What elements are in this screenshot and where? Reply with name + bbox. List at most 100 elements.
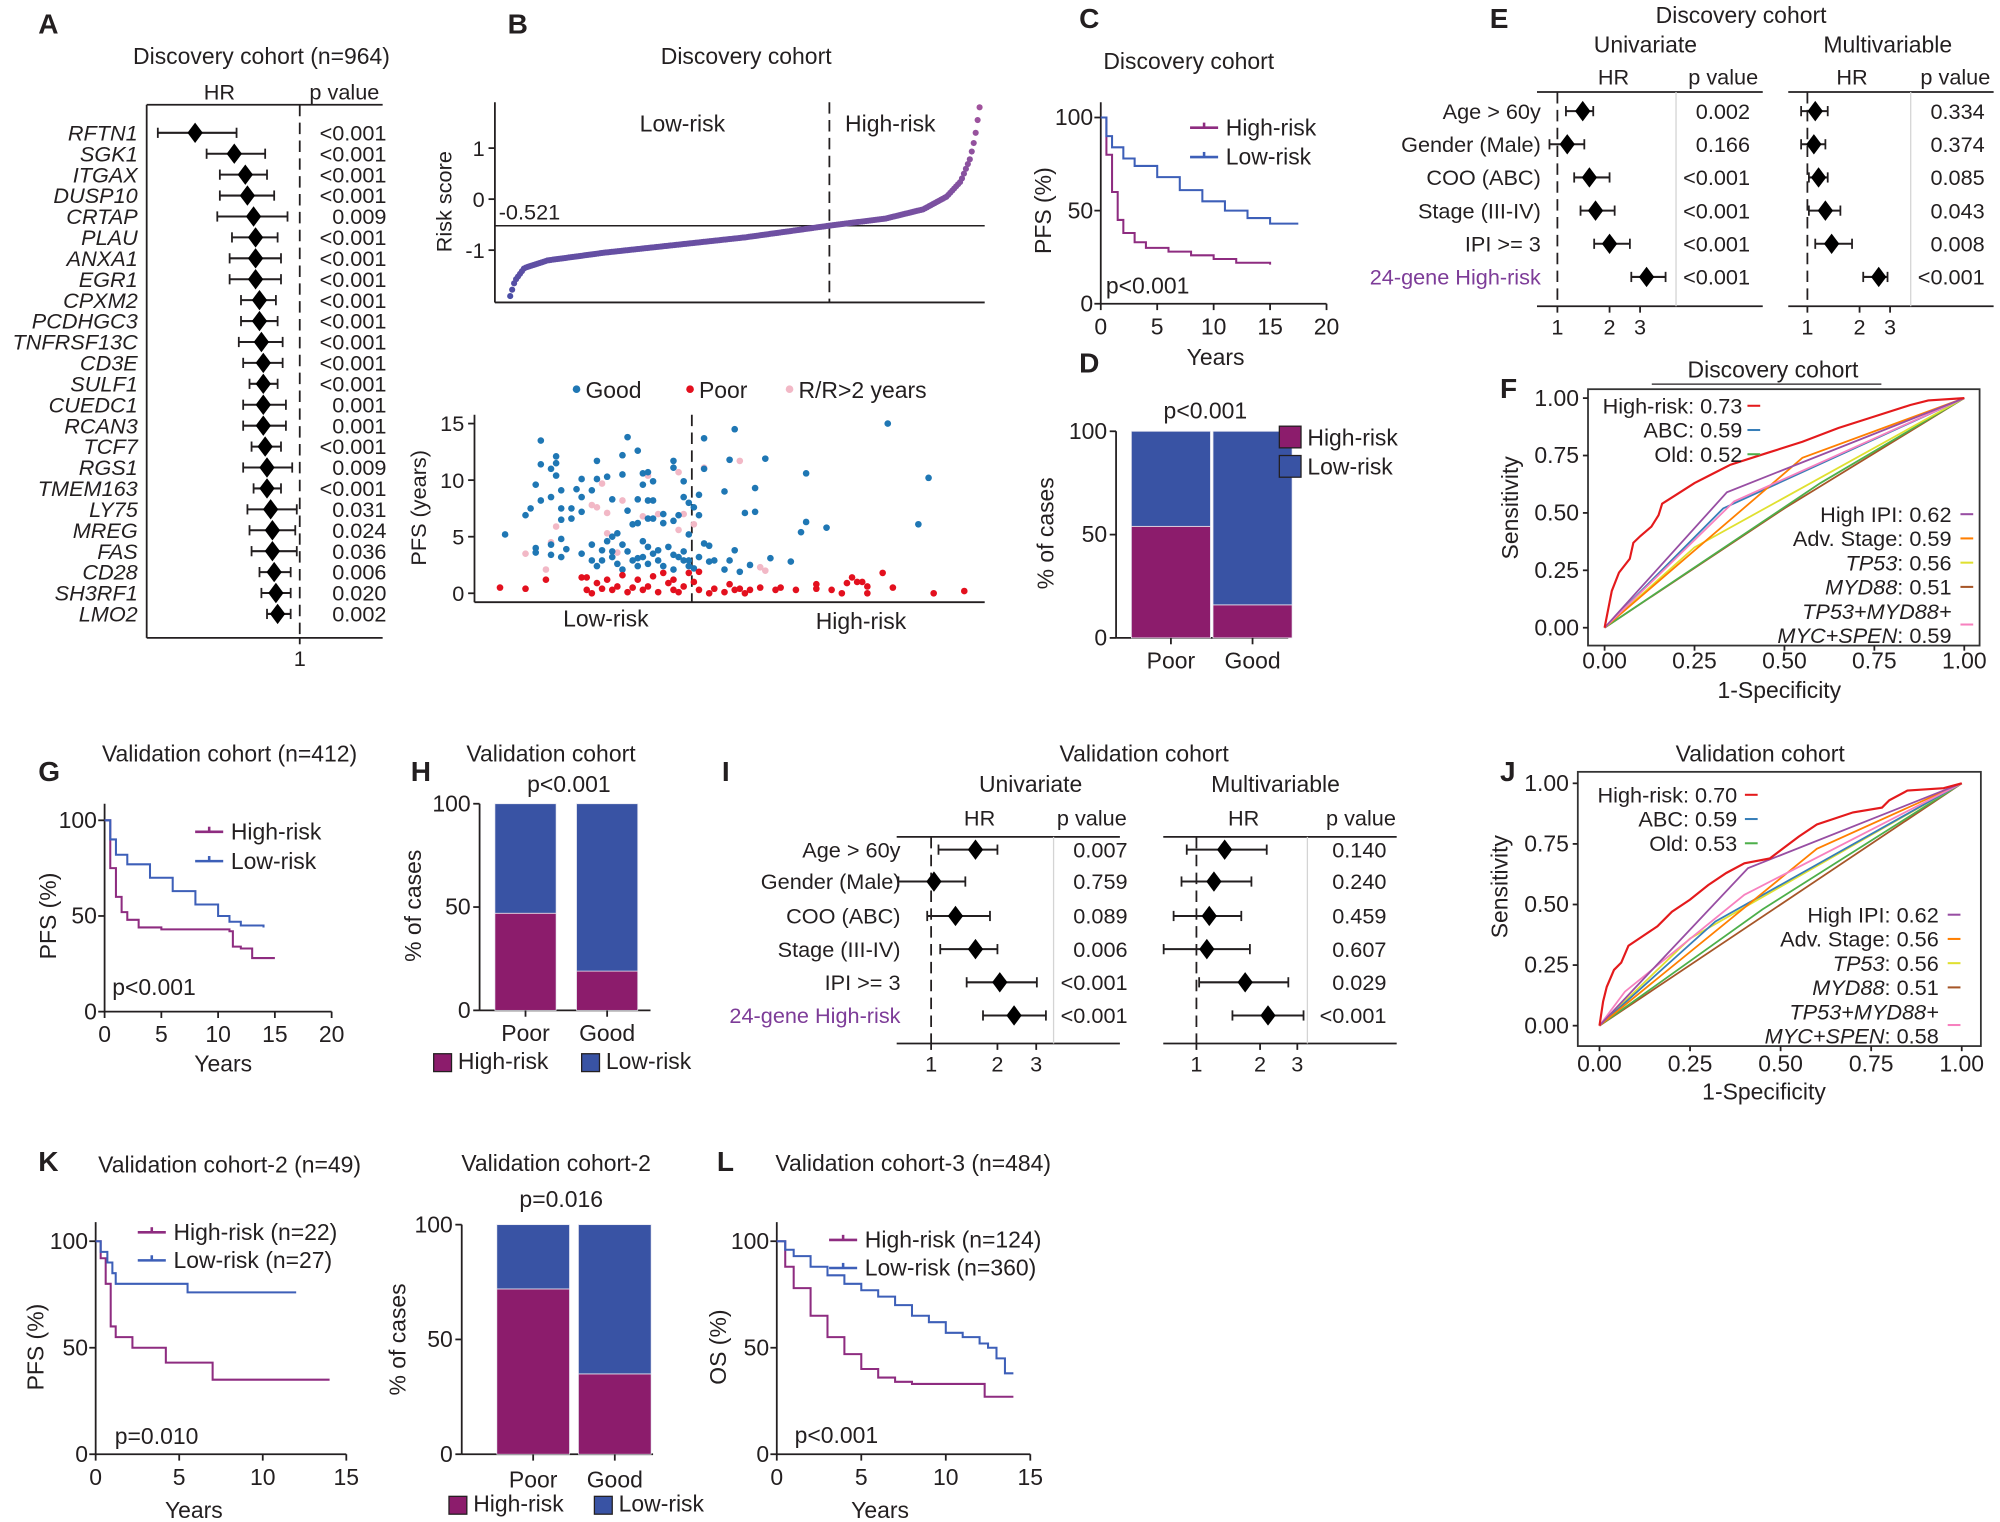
bar-segment-low-risk	[1212, 430, 1293, 606]
forest-row: <0.001 IPI >= 3	[1465, 231, 1750, 256]
scatter-point	[634, 562, 642, 570]
y-axis-label: Risk score	[432, 151, 457, 252]
forest-row: 0.240	[1180, 869, 1386, 894]
scatter-point	[823, 524, 830, 531]
scatter-point	[675, 553, 682, 561]
forest-row: 0.001	[242, 413, 386, 438]
p-value: 0.166	[1696, 132, 1750, 157]
gene-label: TMEM163	[38, 476, 138, 501]
x-tick-label: 0.25	[1668, 1051, 1713, 1077]
legend-label-low-risk-n-27: Low-risk (n=27)	[173, 1247, 332, 1273]
p-value: <0.001	[1683, 165, 1750, 190]
bar-good	[1212, 430, 1293, 639]
scatter-point	[644, 468, 652, 476]
scatter-point	[721, 488, 728, 495]
x-tick-label: 5	[1151, 313, 1164, 339]
category-label: Poor	[509, 1466, 558, 1492]
scatter-point	[624, 507, 631, 514]
p-value: <0.001	[320, 267, 387, 292]
km-curve-low-risk	[1100, 116, 1299, 225]
hazard-ratio-diamond	[1199, 938, 1215, 960]
forest-row: 0.024	[248, 518, 386, 543]
scatter-point	[639, 553, 647, 561]
forest-row: <0.001 24-gene High-risk	[1370, 265, 1750, 290]
scatter-point	[756, 563, 764, 571]
scatter-point	[608, 533, 616, 541]
y-tick-label: 0	[84, 998, 97, 1024]
hazard-ratio-diamond	[269, 603, 286, 625]
x-tick-label: 1	[1190, 1052, 1202, 1077]
scatter-point	[644, 543, 652, 551]
y-tick-label: 0.25	[1534, 557, 1579, 583]
roc-curve-tp53-myd88-myc-spen	[1598, 782, 1963, 1027]
scatter-point	[598, 585, 606, 593]
risk-score-curve	[507, 104, 983, 300]
scatter-point	[659, 562, 667, 570]
x-tick-label: 3	[1884, 314, 1896, 339]
roc-curve-old	[1604, 397, 1965, 629]
chart-title: Validation cohort	[466, 741, 636, 767]
scatter-point	[670, 517, 677, 525]
chart-title: Discovery cohort (n=964)	[133, 43, 390, 69]
scatter-point	[680, 477, 687, 485]
scatter-point	[690, 503, 698, 511]
scatter-point	[731, 425, 739, 433]
legend-label-r-r-2-years: R/R>2 years	[798, 377, 926, 403]
x-tick-label: 1	[925, 1052, 937, 1077]
panel-letter: G	[38, 756, 60, 787]
scatter-point	[670, 586, 677, 594]
bar-segment-low-risk	[578, 1224, 652, 1375]
forest-row: <0.001 Stage (III-IV)	[1418, 198, 1750, 223]
forest-row: <0.001	[237, 330, 386, 355]
scatter-point	[853, 578, 861, 586]
hazard-ratio-diamond	[1638, 266, 1655, 288]
scatter-point	[659, 519, 667, 527]
legend-series-name: Adv. Stage	[1793, 526, 1897, 551]
x-tick-label: 1.00	[1939, 1051, 1984, 1077]
scatter-point	[608, 548, 616, 555]
p-value: 0.759	[1073, 869, 1127, 894]
scatter-point	[614, 560, 621, 568]
p-value: 0.009	[332, 204, 386, 229]
p-value: <0.001	[320, 351, 387, 376]
hazard-ratio-diamond	[266, 561, 282, 583]
forest-row: 0.085	[1807, 165, 1985, 190]
p-value: 0.006	[1073, 937, 1127, 962]
hazard-ratio-diamond	[1587, 200, 1604, 221]
scatter-point	[639, 470, 647, 477]
km-curve-low-risk	[104, 819, 265, 928]
x-tick-label: 10	[1201, 313, 1227, 339]
legend-series-name: ABC	[1644, 418, 1689, 443]
x-tick-label: 10	[933, 1464, 959, 1490]
chart-title: Discovery cohort	[661, 43, 832, 69]
legend-auc: 0.51	[1897, 975, 1939, 1000]
legend-auc: 0.59	[1700, 418, 1742, 443]
scatter-point	[588, 541, 596, 548]
row-label: Age > 60y	[1443, 99, 1541, 124]
y-tick-label: 1.00	[1534, 385, 1579, 411]
hazard-ratio-diamond	[967, 839, 984, 860]
roc-curve-tp53-myd88-myc-spen	[1603, 397, 1965, 629]
x-tick-label: 2	[1254, 1052, 1266, 1077]
p-value: 0.009	[332, 455, 386, 480]
chart-title: Validation cohort	[1676, 741, 1846, 767]
scatter-point	[705, 558, 713, 565]
legend-series-name: TP53	[1833, 951, 1885, 976]
gene-label: RFTN1	[68, 120, 138, 145]
forest-row: 0.006	[258, 560, 386, 585]
scatter-point	[670, 464, 677, 472]
forest-row: <0.001	[228, 246, 386, 271]
scatter-point	[675, 526, 682, 534]
p-value: <0.001	[320, 225, 387, 250]
legend-label: ABC: 0.59	[1644, 418, 1743, 443]
hazard-ratio-diamond	[1559, 134, 1575, 155]
scatter-point	[767, 554, 774, 562]
legend-auc: 0.59	[1909, 526, 1951, 551]
panel-letter: B	[508, 8, 528, 39]
scatter-point	[726, 557, 733, 564]
p-value: <0.001	[320, 288, 387, 313]
forest-row: 0.002	[266, 602, 386, 627]
row-label: IPI >= 3	[825, 970, 901, 995]
legend-series-name: MYC+SPEN	[1777, 623, 1897, 648]
scatter-point	[563, 545, 570, 553]
